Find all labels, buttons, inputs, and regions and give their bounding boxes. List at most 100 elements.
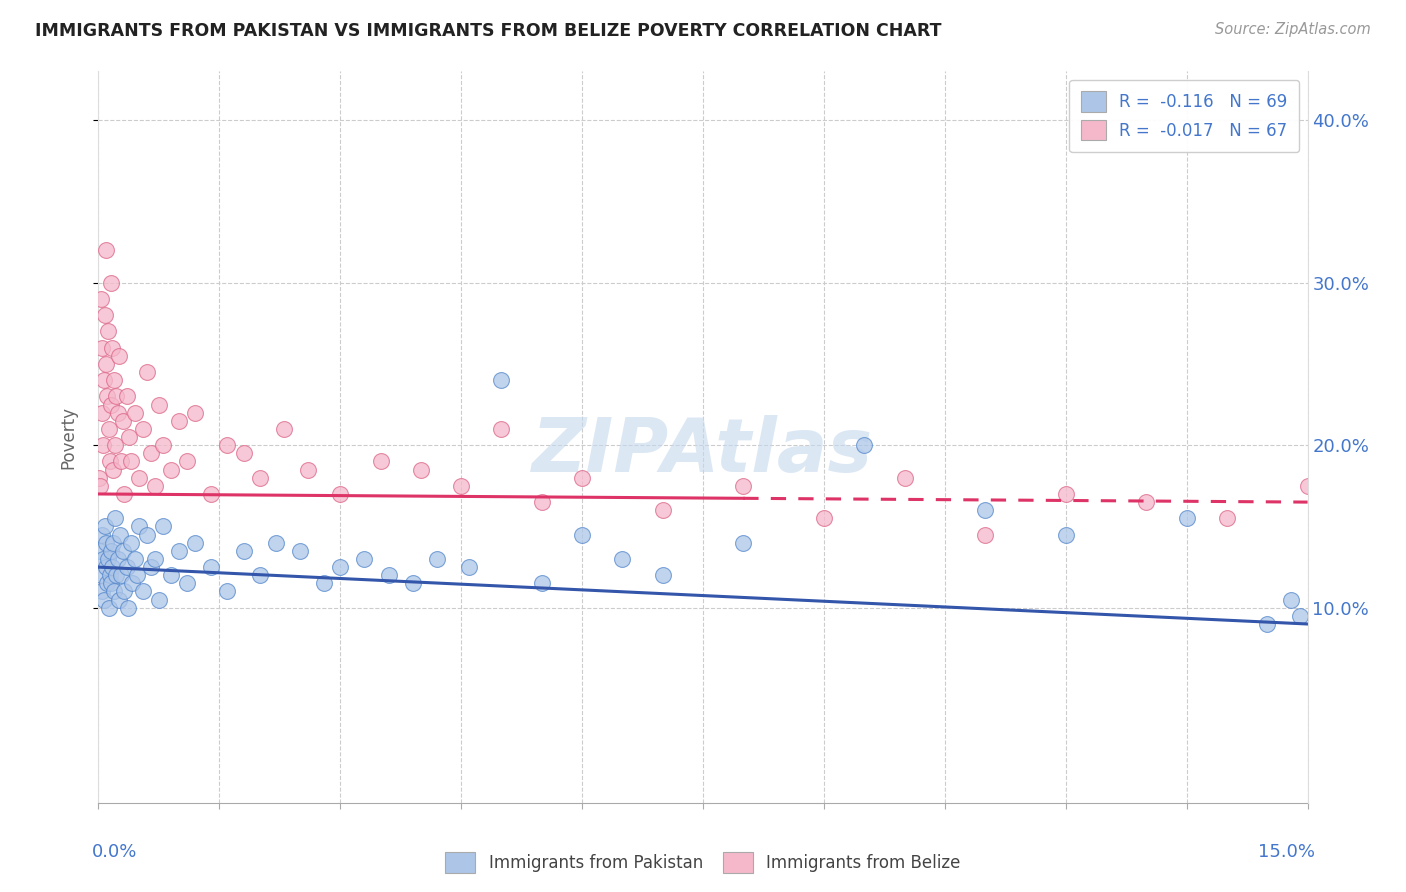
Point [100,398,122,412]
Point [108,349,131,363]
Point [111,414,134,428]
Point [1216,511,1239,525]
Point [100,276,122,290]
Point [118,430,141,444]
Point [143,552,166,566]
Point [314,576,336,591]
Point [101,535,124,549]
Point [91,584,114,599]
Point [94,357,117,371]
Point [288,544,311,558]
Point [612,552,634,566]
Point [100,576,122,591]
Point [139,446,162,460]
Point [143,479,166,493]
Point [112,584,135,599]
Point [232,446,254,460]
Point [530,576,553,591]
Point [93,592,115,607]
Point [139,560,162,574]
Text: IMMIGRANTS FROM PAKISTAN VS IMMIGRANTS FROM BELIZE POVERTY CORRELATION CHART: IMMIGRANTS FROM PAKISTAN VS IMMIGRANTS F… [35,22,942,40]
Point [90,341,112,355]
Point [91,552,114,566]
Point [96,389,118,403]
Point [184,406,207,420]
Point [974,503,997,517]
Point [426,552,449,566]
Point [91,438,114,452]
Point [91,406,114,420]
Point [200,487,222,501]
Point [200,560,222,574]
Point [97,552,120,566]
Point [249,568,271,582]
Point [1054,487,1077,501]
Point [98,454,121,468]
Point [273,422,295,436]
Point [97,325,120,339]
Point [651,503,673,517]
Point [450,479,472,493]
Point [530,495,553,509]
Point [105,389,128,403]
Point [651,568,673,582]
Point [152,438,174,452]
Point [103,511,125,525]
Point [160,462,183,476]
Point [1288,608,1310,623]
Text: 15.0%: 15.0% [1257,843,1315,861]
Point [97,600,120,615]
Text: 0.0%: 0.0% [91,843,136,861]
Point [370,454,392,468]
Point [107,406,129,420]
Point [96,243,118,257]
Point [128,471,150,485]
Point [90,527,112,541]
Text: Source: ZipAtlas.com: Source: ZipAtlas.com [1215,22,1371,37]
Point [409,462,432,476]
Point [101,462,124,476]
Point [90,568,112,582]
Point [491,373,513,387]
Point [103,584,125,599]
Point [93,373,115,387]
Point [100,544,122,558]
Point [101,560,124,574]
Legend: R =  -0.116   N = 69, R =  -0.017   N = 67: R = -0.116 N = 69, R = -0.017 N = 67 [1070,79,1299,152]
Point [1175,511,1198,525]
Point [96,576,118,591]
Point [148,398,170,412]
Point [108,527,131,541]
Point [124,552,146,566]
Point [135,365,157,379]
Point [132,422,155,436]
Point [94,519,117,533]
Point [1054,527,1077,541]
Text: ZIPAtlas: ZIPAtlas [533,415,873,488]
Point [167,414,190,428]
Point [353,552,375,566]
Point [1281,592,1303,607]
Point [120,454,142,468]
Point [107,552,129,566]
Point [89,471,111,485]
Point [184,535,207,549]
Point [97,422,120,436]
Point [1256,617,1278,632]
Point [132,584,155,599]
Point [249,471,271,485]
Point [571,527,593,541]
Point [94,560,117,574]
Point [733,535,755,549]
Point [377,568,399,582]
Point [329,487,352,501]
Point [1296,479,1319,493]
Point [232,544,254,558]
Point [176,576,198,591]
Point [167,544,190,558]
Point [813,511,835,525]
Point [127,568,149,582]
Point [148,592,170,607]
Point [103,373,125,387]
Point [491,422,513,436]
